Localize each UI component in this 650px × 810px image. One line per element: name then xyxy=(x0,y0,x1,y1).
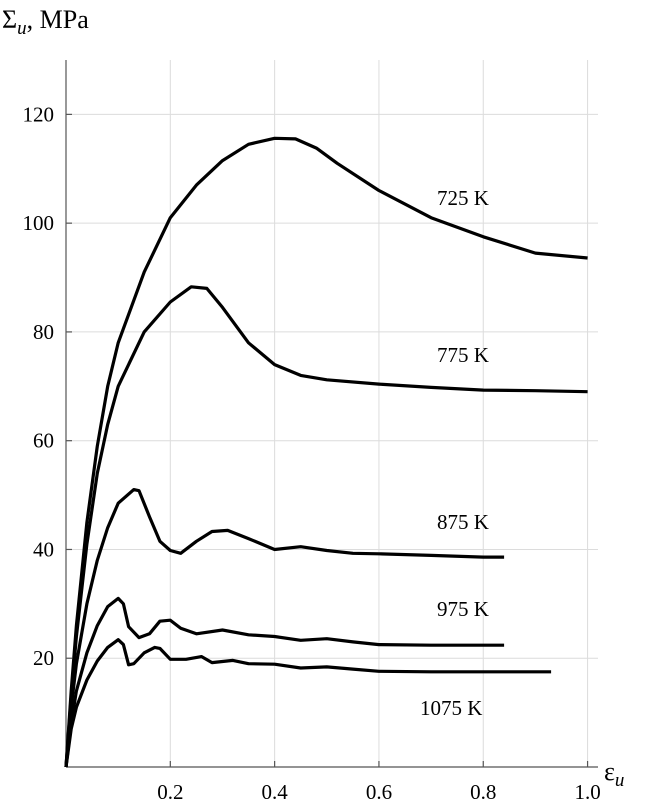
series-line xyxy=(64,638,552,768)
series-line xyxy=(64,596,505,768)
x-tick-label: 0.6 xyxy=(366,780,392,804)
y-axis-label: Σu, MPa xyxy=(2,5,89,39)
x-tick-label: 1.0 xyxy=(574,780,600,804)
series-label: 1075 K xyxy=(420,696,482,720)
y-label-symbol: Σ xyxy=(2,5,17,34)
y-label-unit: , MPa xyxy=(27,5,90,34)
y-tick-label: 20 xyxy=(33,646,54,670)
series-line xyxy=(64,136,588,768)
x-label-sub: u xyxy=(615,770,625,791)
series-line xyxy=(64,488,505,768)
y-tick-label: 80 xyxy=(33,320,54,344)
y-tick-label: 40 xyxy=(33,537,54,561)
series-label: 725 K xyxy=(437,186,489,210)
y-tick-label: 60 xyxy=(33,429,54,453)
x-label-symbol: ε xyxy=(604,757,615,786)
x-tick-label: 0.2 xyxy=(157,780,183,804)
x-tick-label: 0.8 xyxy=(470,780,496,804)
series-label: 775 K xyxy=(437,343,489,367)
y-tick-label: 100 xyxy=(23,211,55,235)
x-axis-label: εu xyxy=(604,757,624,791)
series-line xyxy=(64,285,588,768)
x-tick-label: 0.4 xyxy=(262,780,289,804)
series-label: 975 K xyxy=(437,597,489,621)
y-tick-label: 120 xyxy=(23,102,55,126)
series-label: 875 K xyxy=(437,510,489,534)
y-label-sub: u xyxy=(17,18,27,39)
